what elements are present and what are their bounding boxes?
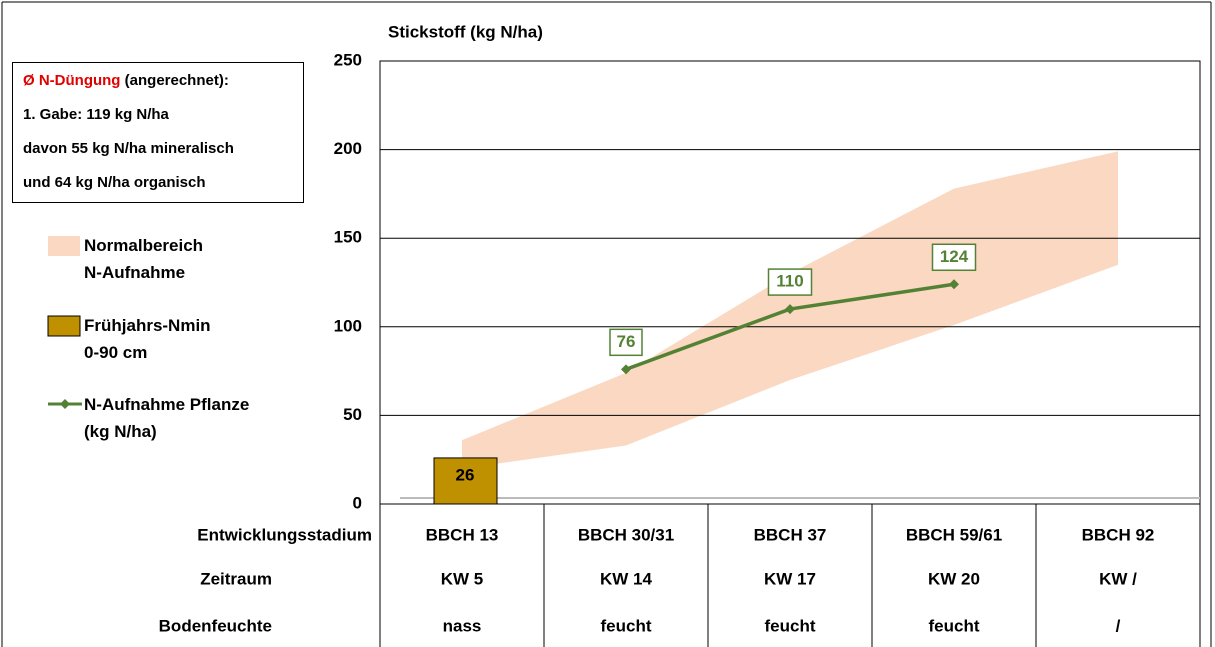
table-cell: feucht xyxy=(929,616,980,635)
y-tick-label: 0 xyxy=(353,493,362,512)
bar xyxy=(433,457,498,505)
label-box xyxy=(767,268,813,296)
y-tick-label: 100 xyxy=(334,316,362,335)
marker xyxy=(621,364,631,375)
table-cell: KW 17 xyxy=(764,569,816,588)
table-cell: KW 14 xyxy=(600,569,653,588)
legend-label: N-Aufnahme Pflanze (kg N/ha) xyxy=(84,395,250,441)
table-cell: KW / xyxy=(1099,569,1137,588)
info-box: Ø N-Düngung (angerechnet): 1. Gabe: 119 … xyxy=(12,62,304,203)
info-title-red: Ø N-Düngung xyxy=(23,72,121,89)
table-cell: nass xyxy=(443,616,482,635)
legend-swatch xyxy=(60,399,70,409)
label-box xyxy=(931,243,977,272)
x-label: Entwicklungsstadium xyxy=(197,525,372,544)
y-tick-label: 200 xyxy=(334,139,362,158)
data-label: 110 xyxy=(776,272,803,291)
x-tick-label: BBCH 59/61 xyxy=(906,525,1002,544)
table-cell: feucht xyxy=(601,616,652,635)
bar-value-label: 26 xyxy=(456,465,475,484)
info-title: Ø N-Düngung (angerechnet): xyxy=(23,69,303,103)
label-box xyxy=(609,328,643,357)
info-title-rest: (angerechnet): xyxy=(124,72,229,89)
row-label: Bodenfeuchte xyxy=(159,616,272,635)
info-line: davon 55 kg N/ha mineralisch xyxy=(23,140,234,157)
marker xyxy=(785,304,795,315)
x-tick-label: BBCH 13 xyxy=(426,525,499,544)
legend-label: Normalbereich N-Aufnahme xyxy=(84,236,204,282)
info-line: und 64 kg N/ha organisch xyxy=(23,174,206,191)
x-tick-label: BBCH 92 xyxy=(1082,525,1155,544)
legend-swatch xyxy=(48,236,80,256)
row-label: Zeitraum xyxy=(200,569,272,588)
data-label: 124 xyxy=(940,247,969,266)
chart-title: Stickstoff (kg N/ha) xyxy=(388,22,543,41)
y-tick-label: 50 xyxy=(343,405,362,424)
legend-swatch xyxy=(47,315,81,337)
table-cell: / xyxy=(1116,616,1121,635)
x-tick-label: BBCH 30/31 xyxy=(578,525,674,544)
y-tick-label: 150 xyxy=(334,228,362,247)
info-line: 1. Gabe: 119 kg N/ha xyxy=(23,106,169,123)
legend-label: Frühjahrs-Nmin 0-90 cm xyxy=(84,316,211,362)
x-tick-label: BBCH 37 xyxy=(754,525,827,544)
marker xyxy=(949,279,959,290)
table-cell: feucht xyxy=(765,616,816,635)
table-cell: KW 5 xyxy=(441,569,484,588)
y-tick-label: 250 xyxy=(334,50,362,69)
table-cell: KW 20 xyxy=(928,569,980,588)
plot-frame xyxy=(379,60,1201,505)
data-label: 76 xyxy=(617,332,636,351)
